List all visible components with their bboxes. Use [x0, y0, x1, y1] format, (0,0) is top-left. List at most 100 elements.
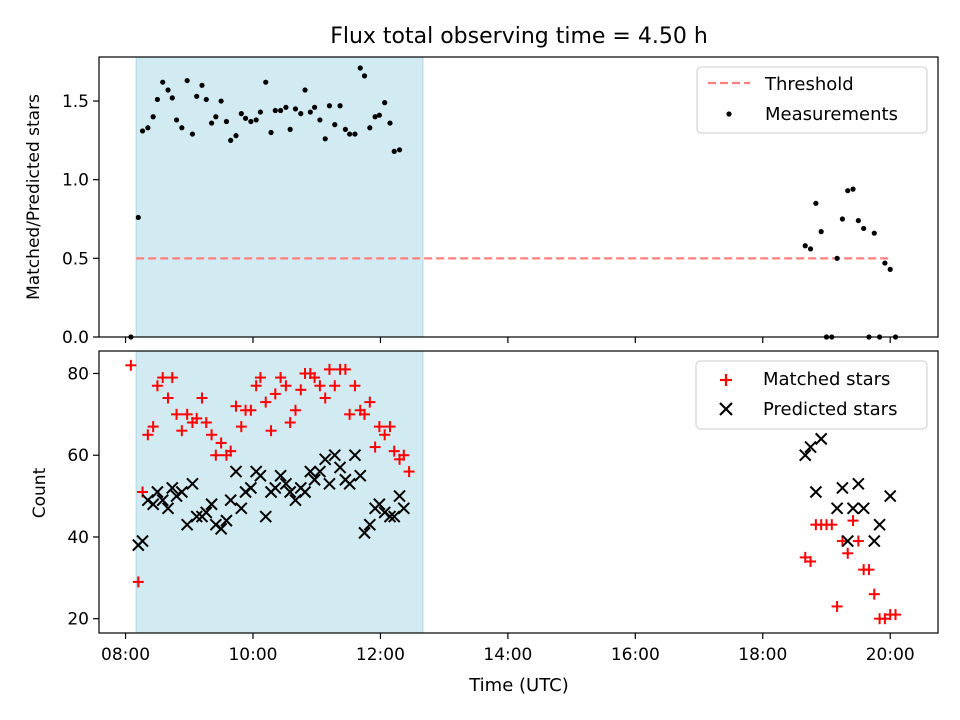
predicted-star-point — [363, 518, 377, 531]
predicted-star-point — [200, 506, 213, 519]
measurement-point — [263, 79, 269, 85]
y-tick-label: 0.0 — [62, 328, 89, 348]
ratio-y-axis-label: Matched/Predicted stars — [24, 94, 44, 300]
predicted-star-point — [884, 489, 897, 503]
measurement-point — [391, 148, 397, 154]
matched-legend-swatch — [720, 374, 732, 386]
matched-star-point — [230, 400, 242, 412]
measurement-point — [311, 104, 318, 110]
predicted-star-point — [804, 440, 817, 454]
matched-star-point — [369, 441, 381, 453]
matched-star-point — [284, 417, 296, 429]
measurement-point — [357, 65, 363, 71]
measurement-point — [813, 200, 819, 206]
matched-star-point — [196, 392, 208, 404]
matched-star-point — [831, 600, 843, 612]
x-tick-label: 14:00 — [483, 645, 532, 665]
x-tick-label: 10:00 — [228, 645, 277, 665]
measurement-point — [882, 260, 888, 266]
measurement-point — [376, 112, 382, 118]
predicted-star-point — [214, 522, 228, 535]
measurement-point — [382, 100, 388, 106]
matched-star-point — [275, 372, 287, 384]
predicted-star-point — [319, 453, 332, 466]
measurement-point — [278, 107, 284, 114]
measurement-point — [887, 266, 893, 272]
matched-star-point — [200, 417, 212, 429]
measurement-point — [332, 122, 338, 128]
measurement-point — [372, 114, 378, 120]
count-x-axis-ticks: 08:00 10:00 12:00 14:00 16:00 18:00 20:00 — [101, 633, 915, 665]
matched-star-point — [373, 421, 385, 433]
measurement-point — [233, 133, 239, 139]
measurement-point — [154, 96, 161, 103]
predicted-star-point — [229, 465, 243, 478]
matched-star-point — [314, 380, 326, 392]
measurement-point — [194, 93, 200, 99]
matched-star-point — [319, 392, 331, 404]
matched-star-point — [309, 372, 321, 384]
predicted-star-point — [814, 432, 828, 446]
matched-star-point — [280, 380, 292, 392]
matched-star-point — [852, 535, 864, 547]
measurement-point — [292, 106, 299, 112]
predicted-star-point — [313, 465, 327, 478]
predicted-star-point — [304, 465, 317, 478]
count-panel: 20 40 60 80 08:00 10:00 12:00 14:00 16:00 18:00 2… — [30, 350, 939, 696]
measurement-point — [871, 230, 877, 236]
observing-window-band-top — [135, 56, 424, 338]
predicted-star-point — [328, 449, 341, 462]
matched-star-point — [384, 421, 396, 433]
predicted-star-point — [269, 481, 282, 495]
matched-star-point — [398, 449, 410, 461]
x-tick-label: 18:00 — [738, 645, 787, 665]
predicted-star-point — [151, 485, 164, 499]
predicted-star-point — [830, 502, 844, 515]
count-y-axis-label: Count — [30, 467, 50, 518]
measurement-point — [396, 147, 403, 153]
matched-star-point — [339, 363, 351, 375]
predicted-star-point — [244, 481, 258, 495]
matched-star-point — [289, 404, 301, 416]
count-legend: Matched stars Predicted stars — [695, 360, 928, 430]
ratio-legend-box — [696, 66, 928, 134]
matched-star-point — [863, 564, 875, 576]
matched-star-point — [344, 408, 356, 420]
measurement-point — [850, 186, 856, 192]
measurement-point — [861, 225, 867, 232]
predicted-star-point — [868, 534, 881, 548]
predicted-star-point — [175, 485, 189, 499]
matched-star-point — [254, 372, 266, 384]
measurement-point — [326, 103, 333, 109]
matched-star-point — [868, 588, 880, 600]
matched-star-point — [181, 408, 193, 420]
predicted-star-point — [156, 493, 169, 507]
predicted-star-point — [254, 469, 267, 482]
predicted-star-point — [298, 485, 312, 499]
measurement-point — [317, 117, 323, 123]
measurement-point — [287, 126, 293, 132]
measurement-point — [173, 117, 180, 123]
matched-star-point — [235, 421, 247, 433]
y-tick-label: 80 — [67, 364, 89, 384]
matched-star-point — [250, 380, 262, 392]
measurement-point — [145, 125, 151, 131]
predicted-star-point — [323, 477, 336, 491]
predicted-star-point — [259, 510, 272, 523]
measurement-point — [150, 114, 156, 120]
predicted-star-point — [393, 489, 406, 503]
predicted-star-point — [161, 502, 175, 515]
measurement-point — [367, 125, 373, 131]
predicted-star-point — [836, 481, 849, 495]
measurement-points-layer — [128, 65, 899, 340]
measurement-point — [834, 255, 840, 261]
observing-window-shade — [135, 56, 424, 338]
measurement-point — [342, 126, 348, 132]
measurement-point — [165, 87, 171, 93]
x-tick-label: 12:00 — [356, 645, 405, 665]
matched-star-point — [847, 515, 859, 527]
predicted-star-point — [857, 502, 870, 515]
measurement-point — [818, 229, 824, 235]
measurement-point — [199, 82, 205, 88]
matched-star-point — [191, 412, 203, 424]
